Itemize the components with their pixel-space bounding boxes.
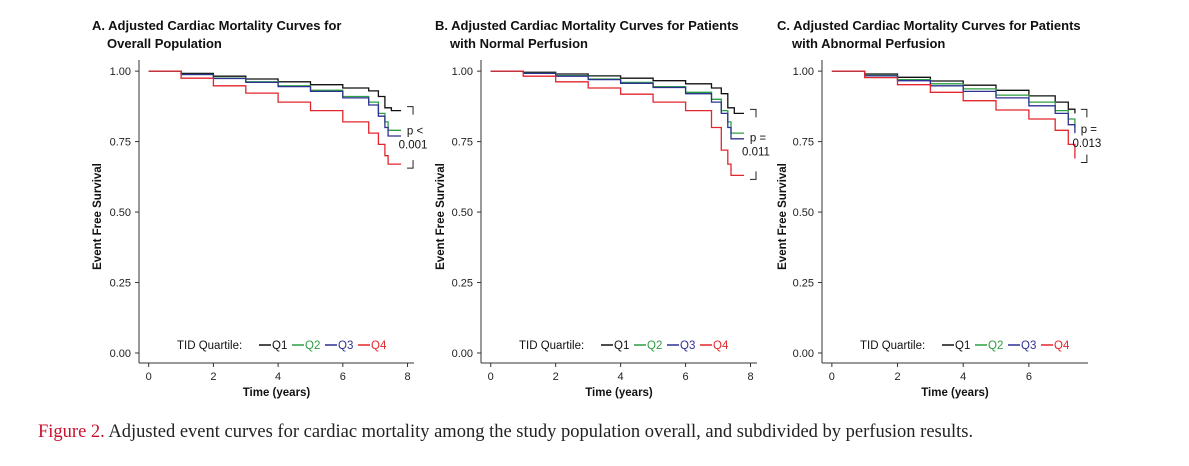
survival-curve-q3 — [831, 70, 1076, 134]
pvalue-bracket-bottom — [407, 160, 414, 169]
x-tick-label: 0 — [829, 371, 835, 383]
x-tick-label: 4 — [960, 371, 966, 383]
x-tick-label: 0 — [146, 371, 152, 383]
legend-title: TID Quartile: — [177, 340, 242, 352]
pvalue-bracket-top — [750, 108, 757, 118]
legend-label-q2: Q2 — [305, 340, 320, 352]
y-axis-label: Event Free Survival — [92, 163, 104, 270]
x-tick-label: 6 — [340, 371, 346, 383]
legend-label-q2: Q2 — [988, 340, 1003, 352]
x-tick-label: 4 — [618, 371, 624, 383]
x-tick-label: 6 — [1026, 371, 1032, 383]
x-tick-label: 2 — [894, 371, 900, 383]
legend-label-q1: Q1 — [272, 340, 287, 352]
y-tick-label: 1.00 — [110, 66, 131, 78]
chart-title-line2: with Normal Perfusion — [449, 36, 588, 51]
figure-panels: A. Adjusted Cardiac Mortality Curves for… — [92, 18, 1101, 399]
pvalue-line2: 0.001 — [399, 139, 428, 151]
pvalue-bracket-top — [1080, 108, 1088, 118]
chart-title-line2: Overall Population — [107, 36, 222, 51]
chart-title-line1: C. Adjusted Cardiac Mortality Curves for… — [777, 18, 1081, 33]
legend-label-q3: Q3 — [1021, 340, 1036, 352]
pvalue-bracket-bottom — [750, 171, 757, 180]
y-tick-label: 0.75 — [452, 137, 473, 149]
legend-label-q4: Q4 — [1054, 340, 1070, 352]
legend-title: TID Quartile: — [860, 340, 925, 352]
y-axis-label: Event Free Survival — [435, 163, 447, 270]
survival-curve-q1 — [148, 70, 402, 112]
pvalue-line1: p = — [750, 132, 767, 144]
figure-caption-text: Adjusted event curves for cardiac mortal… — [104, 422, 974, 442]
figure-label: Figure 2. — [38, 422, 105, 442]
y-tick-label: 0.75 — [110, 137, 131, 149]
x-axis-label: Time (years) — [585, 387, 653, 399]
y-tick-label: 0.00 — [793, 348, 814, 360]
y-tick-label: 0.50 — [110, 207, 131, 219]
legend-label-q3: Q3 — [680, 340, 695, 352]
legend-label-q4: Q4 — [713, 340, 729, 352]
x-axis-label: Time (years) — [243, 387, 311, 399]
x-tick-label: 8 — [747, 371, 753, 383]
pvalue-line1: p = — [1081, 124, 1098, 136]
survival-curve-q3 — [148, 70, 402, 137]
survival-curve-q3 — [490, 70, 744, 140]
legend-label-q3: Q3 — [338, 340, 353, 352]
chart-title-line2: with Abnormal Perfusion — [791, 36, 945, 51]
y-axis-label: Event Free Survival — [777, 163, 789, 270]
pvalue-bracket-bottom — [1080, 154, 1088, 164]
y-tick-label: 0.25 — [793, 278, 814, 290]
x-tick-label: 4 — [275, 371, 281, 383]
legend-label-q1: Q1 — [614, 340, 629, 352]
survival-curve-q4 — [148, 70, 402, 165]
survival-curve-q4 — [490, 70, 744, 177]
legend-label-q4: Q4 — [371, 340, 387, 352]
legend-label-q1: Q1 — [955, 340, 970, 352]
y-tick-label: 0.00 — [110, 348, 131, 360]
y-tick-label: 1.00 — [452, 66, 473, 78]
survival-curve-q2 — [490, 70, 744, 134]
legend-title: TID Quartile: — [519, 340, 584, 352]
chart-title-line1: B. Adjusted Cardiac Mortality Curves for… — [435, 18, 739, 33]
y-tick-label: 0.25 — [110, 278, 131, 290]
y-tick-label: 0.50 — [452, 207, 473, 219]
x-tick-label: 2 — [210, 371, 216, 383]
chart-title-line1: A. Adjusted Cardiac Mortality Curves for — [92, 18, 341, 33]
y-tick-label: 0.50 — [793, 207, 814, 219]
survival-curve-q4 — [831, 70, 1076, 159]
pvalue-line2: 0.013 — [1072, 138, 1101, 150]
x-tick-label: 2 — [553, 371, 559, 383]
x-tick-label: 8 — [404, 371, 410, 383]
y-tick-label: 0.75 — [793, 137, 814, 149]
legend-label-q2: Q2 — [647, 340, 662, 352]
x-axis-label: Time (years) — [921, 387, 989, 399]
y-tick-label: 0.25 — [452, 278, 473, 290]
pvalue-line2: 0.011 — [742, 146, 770, 158]
figure-caption: Figure 2. Adjusted event curves for card… — [38, 422, 1178, 443]
y-tick-label: 1.00 — [793, 66, 814, 78]
pvalue-line1: p < — [407, 125, 424, 137]
x-tick-label: 0 — [488, 371, 494, 383]
x-tick-label: 6 — [683, 371, 689, 383]
y-tick-label: 0.00 — [452, 348, 473, 360]
survival-curve-q1 — [831, 70, 1076, 114]
pvalue-bracket-top — [407, 106, 414, 115]
